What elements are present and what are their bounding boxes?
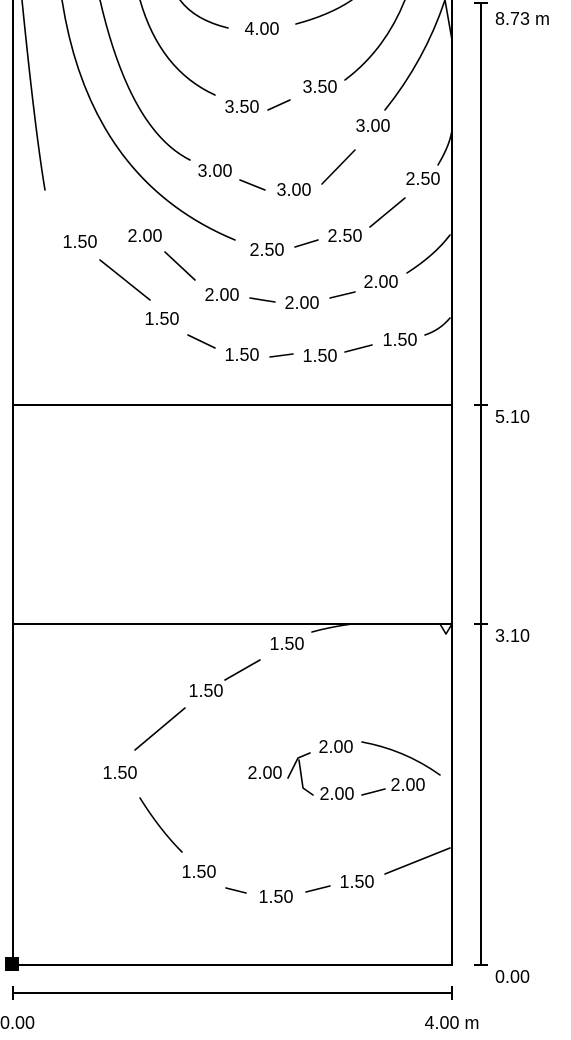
scale-label: 0.00	[495, 967, 530, 987]
contour-label: 2.00	[390, 775, 425, 795]
scale-label: 4.00 m	[424, 1013, 479, 1033]
contour-label: 2.00	[127, 226, 162, 246]
contour-label: 1.50	[144, 309, 179, 329]
scale-label: 0.00	[0, 1013, 35, 1033]
contour-labels: 4.00 3.50 3.50 3.00 3.00 3.00 2.50 2.50 …	[62, 19, 440, 907]
contour-label: 2.50	[327, 226, 362, 246]
scale-label: 5.10	[495, 407, 530, 427]
contour-label: 1.50	[269, 634, 304, 654]
contour-label: 1.50	[339, 872, 374, 892]
contour-label: 2.50	[249, 240, 284, 260]
scale-label: 8.73 m	[495, 9, 550, 29]
contour-label: 2.00	[363, 272, 398, 292]
contour-label: 3.00	[276, 180, 311, 200]
contour-label: 2.00	[204, 285, 239, 305]
contour-label: 1.50	[102, 763, 137, 783]
contour-label: 1.50	[302, 346, 337, 366]
contour-label: 1.50	[258, 887, 293, 907]
contour-label: 2.50	[405, 169, 440, 189]
contour-label: 2.00	[284, 293, 319, 313]
contour-label: 2.00	[247, 763, 282, 783]
contour-label: 3.00	[197, 161, 232, 181]
contour-label: 1.50	[382, 330, 417, 350]
frame	[5, 0, 453, 971]
contour-label: 3.50	[224, 97, 259, 117]
contour-label: 2.00	[319, 784, 354, 804]
contour-label: 4.00	[244, 19, 279, 39]
contour-label: 1.50	[62, 232, 97, 252]
contour-lines	[21, 0, 453, 894]
contour-label: 3.50	[302, 77, 337, 97]
scale-label: 3.10	[495, 626, 530, 646]
contour-label: 1.50	[181, 862, 216, 882]
right-scale: 8.73 m 5.10 3.10 0.00	[474, 2, 550, 987]
contour-label: 3.00	[355, 116, 390, 136]
contour-label: 2.00	[318, 737, 353, 757]
bottom-scale: 0.00 4.00 m	[0, 986, 480, 1033]
contour-label: 1.50	[188, 681, 223, 701]
contour-label: 1.50	[224, 345, 259, 365]
